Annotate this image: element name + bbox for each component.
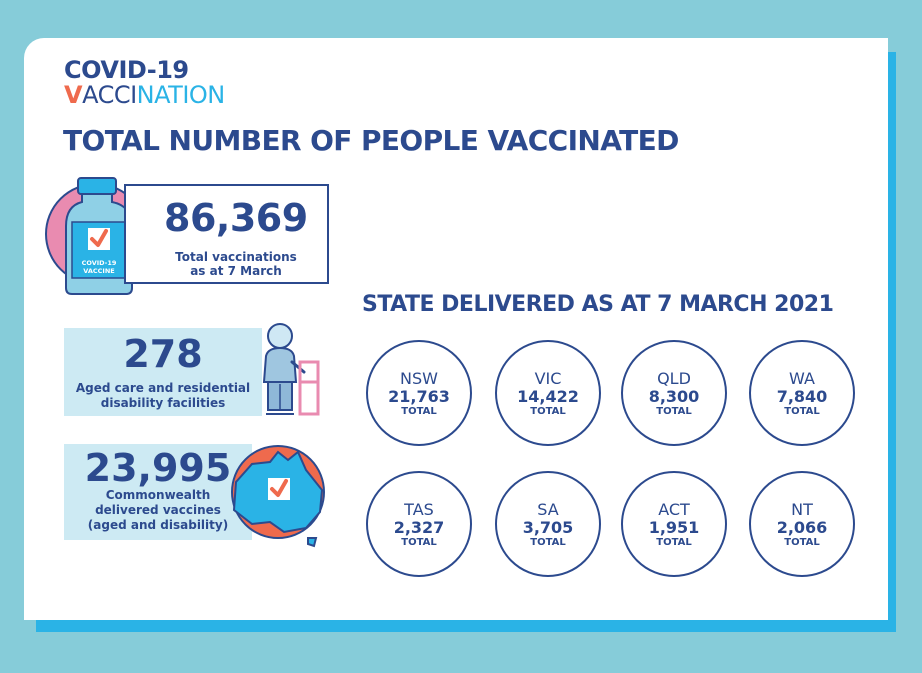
commonwealth-label: Commonwealth delivered vaccines (aged an… (64, 488, 252, 533)
state-total-label: TOTAL (784, 406, 820, 417)
elderly-person-walker-icon (254, 322, 326, 424)
aged-label-line1: Aged care and residential (75, 381, 251, 395)
state-circle-tas: TAS 2,327 TOTAL (366, 471, 472, 577)
cw-label-line2: delivered vaccines (95, 503, 221, 517)
state-circle-vic: VIC 14,422 TOTAL (495, 340, 601, 446)
state-name: NT (791, 500, 813, 519)
covid-vaccination-logo: COVID-19 VACCINATION (64, 58, 225, 107)
total-vaccinations-box: 86,369 Total vaccinations as at 7 March (124, 184, 329, 284)
logo-acci: ACCI (82, 81, 137, 109)
state-total-label: TOTAL (656, 406, 692, 417)
logo-check-v: V (64, 81, 83, 109)
state-name: TAS (404, 500, 434, 519)
state-value: 8,300 (648, 387, 700, 406)
commonwealth-box: 23,995 Commonwealth delivered vaccines (… (64, 444, 252, 540)
state-value: 3,705 (522, 518, 574, 537)
total-label-line1: Total vaccinations (175, 250, 297, 264)
cw-label-line1: Commonwealth (105, 488, 211, 502)
state-circle-nt: NT 2,066 TOTAL (749, 471, 855, 577)
aged-care-label: Aged care and residential disability fac… (64, 381, 262, 411)
page-title: TOTAL NUMBER OF PEOPLE VACCINATED (63, 124, 679, 157)
state-total-label: TOTAL (530, 537, 566, 548)
state-total-label: TOTAL (656, 537, 692, 548)
state-value: 1,951 (648, 518, 700, 537)
state-circle-sa: SA 3,705 TOTAL (495, 471, 601, 577)
vaccine-label-line2: VACCINE (83, 267, 114, 275)
state-circle-act: ACT 1,951 TOTAL (621, 471, 727, 577)
state-name: QLD (657, 369, 691, 388)
state-circle-qld: QLD 8,300 TOTAL (621, 340, 727, 446)
logo-nation: NATION (136, 81, 226, 109)
state-total-label: TOTAL (401, 537, 437, 548)
state-value: 21,763 (388, 387, 450, 406)
state-total-label: TOTAL (784, 537, 820, 548)
aged-care-value: 278 (123, 332, 203, 376)
commonwealth-value: 23,995 (84, 446, 232, 490)
state-name: NSW (400, 369, 438, 388)
state-name: WA (789, 369, 815, 388)
state-delivered-title: STATE DELIVERED AS AT 7 MARCH 2021 (362, 292, 834, 317)
logo-line1: COVID-19 (64, 56, 189, 84)
state-value: 7,840 (776, 387, 828, 406)
total-vaccinations-label: Total vaccinations as at 7 March (166, 250, 306, 278)
aged-label-line2: disability facilities (100, 396, 226, 410)
state-name: VIC (534, 369, 562, 388)
state-name: ACT (658, 500, 690, 519)
cw-label-line3: (aged and disability) (87, 518, 229, 532)
logo-line2: VACCINATION (64, 83, 225, 107)
aged-care-box: 278 Aged care and residential disability… (64, 328, 262, 416)
australia-map-icon (222, 440, 334, 556)
vaccine-label-line1: COVID-19 (82, 259, 117, 267)
state-total-label: TOTAL (530, 406, 566, 417)
state-value: 2,327 (393, 518, 445, 537)
total-vaccinations-value: 86,369 (164, 196, 308, 240)
state-name: SA (537, 500, 559, 519)
state-total-label: TOTAL (401, 406, 437, 417)
total-label-line2: as at 7 March (190, 264, 282, 278)
state-value: 14,422 (517, 387, 579, 406)
state-value: 2,066 (776, 518, 828, 537)
state-circle-nsw: NSW 21,763 TOTAL (366, 340, 472, 446)
state-circle-wa: WA 7,840 TOTAL (749, 340, 855, 446)
